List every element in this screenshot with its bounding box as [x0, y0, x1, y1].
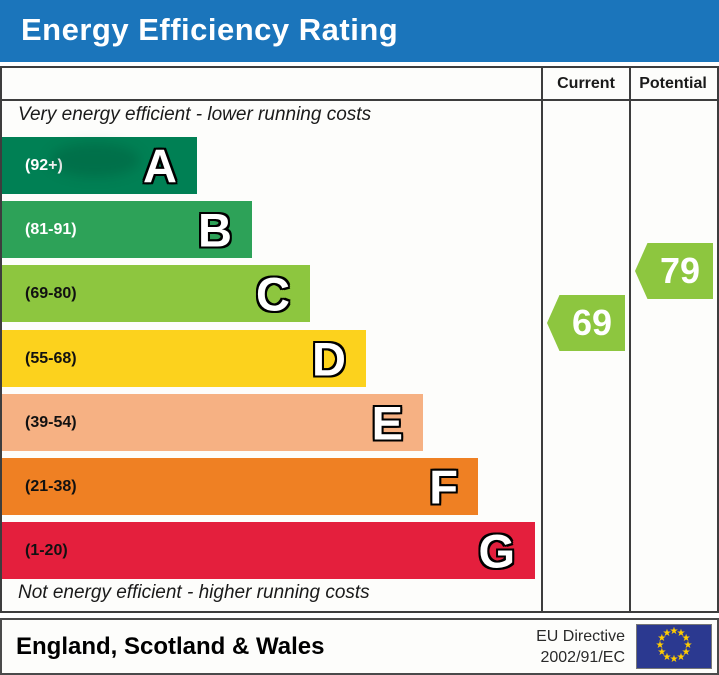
eu-star-icon: ★	[655, 640, 665, 651]
top-note: Very energy efficient - lower running co…	[18, 104, 372, 125]
column-header-current: Current	[557, 75, 615, 92]
eu-star-icon: ★	[676, 627, 686, 639]
table-header: Current Potential	[2, 68, 717, 101]
band-range-label: (39-54)	[25, 413, 77, 431]
current-rating-value: 69	[571, 302, 613, 343]
eu-star-icon: ★	[681, 633, 691, 644]
potential-rating-arrow: 79	[635, 243, 713, 299]
eu-star-icon: ★	[676, 652, 686, 664]
band-range-label: (55-68)	[25, 349, 77, 367]
rating-band-row: (92+) A	[2, 137, 197, 194]
band-letter: F	[429, 460, 458, 513]
eu-star-icon: ★	[662, 627, 672, 639]
band-letter: D	[312, 332, 346, 385]
potential-rating-value: 79	[659, 250, 701, 291]
band-range-label: (1-20)	[25, 541, 68, 559]
rating-band-row: (81-91) B	[2, 201, 252, 258]
eu-star-icon: ★	[657, 633, 667, 644]
eu-star-icon: ★	[669, 626, 679, 637]
band-letter: C	[256, 267, 290, 320]
eu-star-icon: ★	[681, 647, 691, 658]
eu-star-icon: ★	[683, 640, 693, 651]
rating-band-row: (21-38) F	[2, 458, 478, 515]
eu-star-icon: ★	[669, 654, 679, 665]
page-title: Energy Efficiency Rating	[21, 12, 399, 47]
band-range-label: (81-91)	[25, 220, 77, 238]
potential-column-divider	[629, 68, 631, 611]
eu-star-icon: ★	[662, 652, 672, 664]
current-rating-arrow: 69	[547, 295, 625, 351]
eu-directive-line2: 2002/91/EC	[540, 648, 625, 666]
band-range-label: (92+)	[25, 156, 63, 174]
title-bar: Energy Efficiency Rating	[0, 0, 719, 62]
footer-bar: England, Scotland & Wales EU Directive 2…	[0, 618, 719, 675]
eu-star-icon: ★	[657, 647, 667, 658]
band-letter: B	[198, 203, 232, 256]
rating-table: Current Potential Very energy efficient …	[0, 66, 719, 613]
band-letter: G	[478, 524, 515, 577]
band-range-label: (69-80)	[25, 284, 77, 302]
rating-band-row: (39-54) E	[2, 394, 423, 451]
rating-band-row: (1-20) G	[2, 522, 535, 579]
rating-band-row: (55-68) D	[2, 330, 366, 387]
rating-band-row: (69-80) C	[2, 265, 310, 322]
eu-directive-text: EU Directive 2002/91/EC	[536, 626, 625, 668]
bottom-note: Not energy efficient - higher running co…	[18, 582, 370, 603]
column-header-potential: Potential	[639, 75, 707, 92]
footer-region-label: England, Scotland & Wales	[16, 632, 325, 660]
current-column-divider	[541, 68, 543, 611]
eu-flag-icon: ★ ★ ★ ★ ★ ★ ★ ★ ★ ★ ★ ★	[636, 624, 712, 669]
band-letter: A	[143, 139, 177, 192]
eu-directive-line1: EU Directive	[536, 627, 625, 645]
band-range-label: (21-38)	[25, 477, 77, 495]
band-letter: E	[371, 396, 403, 449]
